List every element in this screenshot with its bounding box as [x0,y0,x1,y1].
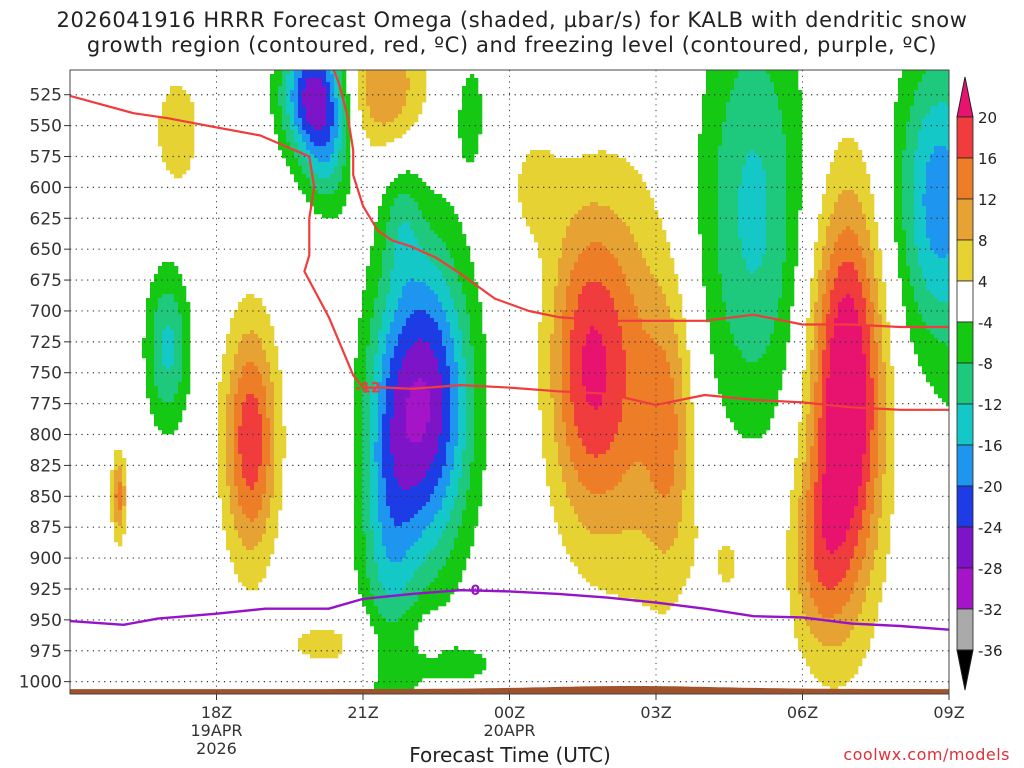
x-tick-label-27-0: 03Z [640,703,671,722]
colorbar-swatch-10 [956,526,974,569]
colorbar-label-8: -16 [978,437,1003,455]
colorbar-swatch-1 [956,157,974,200]
y-tick-label-975: 975 [30,642,62,662]
x-axis-title: Forecast Time (UTC) [409,743,611,767]
colorbar-label-10: -24 [978,519,1003,537]
x-tick-label-18-2: 2026 [196,739,237,758]
ground-strip [70,686,949,694]
colorbar-label-2: 12 [978,191,997,209]
y-tick-label-925: 925 [30,580,62,600]
x-tick-label-18-1: 19APR [190,721,242,740]
omega-shading [70,70,949,694]
colorbar-swatch-5 [956,321,974,364]
colorbar-swatch-0 [956,116,974,159]
y-tick-label-725: 725 [30,333,62,353]
colorbar: 20 16 12 8 4 -4 -8 -12 -16 -20 -24 -28 -32 -36 [956,76,1003,691]
y-tick-label-900: 900 [30,549,62,569]
x-tick-label-18-0: 18Z [201,703,232,722]
grid-lines [70,70,950,694]
colorbar-label-5: -4 [978,314,993,332]
colorbar-label-7: -12 [978,396,1003,414]
colorbar-swatch-11 [956,567,974,610]
colorbar-label-3: 8 [978,232,988,250]
colorbar-label-1: 16 [978,150,997,168]
colorbar-swatch-7 [956,403,974,446]
y-tick-label-550: 550 [30,117,62,137]
x-tick-label-30-0: 06Z [787,703,818,722]
credit-text: coolwx.com/models [843,745,1010,764]
y-tick-label-950: 950 [30,611,62,631]
x-tick-label-24-0: 00Z [494,703,525,722]
y-tick-label-525: 525 [30,86,62,106]
colorbar-swatch-12 [956,608,974,651]
colorbar-bottom-arrow [956,649,974,691]
y-tick-label-625: 625 [30,209,62,229]
y-tick-label-825: 825 [30,456,62,476]
chart-title-line-2: growth region (contoured, red, ºC) and f… [86,33,938,57]
y-tick-label-800: 800 [30,426,62,446]
colorbar-swatch-2 [956,198,974,241]
freezing-contour-0 [70,589,949,631]
colorbar-swatch-9 [956,485,974,528]
y-tick-label-675: 675 [30,271,62,291]
dgz-contour-label: -12 [355,381,380,397]
y-axis: 525 550 575 600 625 650 675 700 725 750 775 800 825 8… [19,86,70,693]
y-tick-label-1000: 1000 [19,673,62,693]
chart-title-line-1: 2026041916 HRRR Forecast Omega (shaded, … [56,8,968,32]
y-tick-label-875: 875 [30,518,62,538]
y-tick-label-600: 600 [30,178,62,198]
dgz-contour-1 [332,70,949,329]
y-tick-label-850: 850 [30,487,62,507]
colorbar-label-4: 4 [978,273,988,291]
y-tick-label-575: 575 [30,147,62,167]
colorbar-label-6: -8 [978,355,993,373]
freezing-contour-label: 0 [470,583,480,599]
x-tick-label-33-0: 09Z [933,703,964,722]
y-tick-label-750: 750 [30,364,62,384]
colorbar-label-11: -28 [978,560,1003,578]
x-tick-label-21-0: 21Z [347,703,378,722]
y-tick-label-775: 775 [30,395,62,415]
colorbar-top-arrow [956,76,974,118]
colorbar-swatch-3 [956,239,974,282]
colorbar-label-13: -36 [978,642,1003,660]
colorbar-swatch-4 [956,280,974,323]
colorbar-swatch-8 [956,444,974,487]
colorbar-swatch-6 [956,362,974,405]
x-tick-label-24-1: 20APR [483,721,535,740]
y-tick-label-700: 700 [30,302,62,322]
y-tick-label-650: 650 [30,240,62,260]
dgz-contour-0 [70,94,949,411]
colorbar-label-9: -20 [978,478,1003,496]
contours: -12 0 [70,70,949,631]
colorbar-label-12: -32 [978,601,1003,619]
colorbar-label-0: 20 [978,109,997,127]
